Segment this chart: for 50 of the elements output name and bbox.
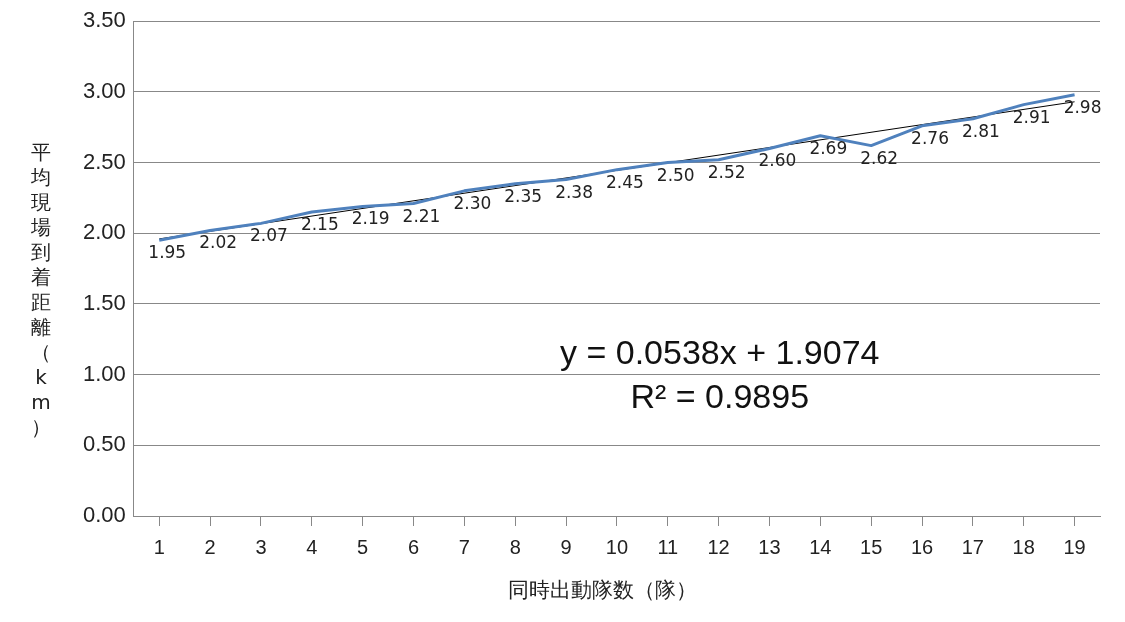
- data-label: 2.60: [758, 150, 797, 171]
- y-tick-label: 1.00: [82, 360, 126, 386]
- data-label: 2.19: [351, 208, 390, 229]
- x-tick-label: 12: [707, 535, 730, 558]
- y-tick-label: 2.50: [82, 148, 126, 174]
- data-label: 2.45: [605, 171, 644, 192]
- x-tick-label: 4: [306, 535, 318, 558]
- data-label: 2.76: [911, 127, 949, 148]
- data-label: 2.50: [656, 164, 695, 185]
- x-tick-label: 9: [560, 535, 572, 558]
- y-tick-label: 1.50: [82, 290, 126, 316]
- y-tick-label: 0.50: [82, 431, 126, 457]
- x-tick-label: 8: [509, 535, 521, 558]
- x-tick-label: 16: [910, 535, 934, 558]
- x-tick-label: 11: [657, 535, 679, 558]
- annotation: y = 0.0538x + 1.9074: [560, 332, 880, 373]
- x-tick-label: 5: [357, 535, 369, 558]
- y-tick-label: 2.00: [82, 219, 126, 245]
- x-tick-label: 17: [961, 535, 984, 558]
- x-tick-label: 3: [255, 535, 267, 558]
- data-label: 2.15: [300, 214, 339, 235]
- data-label: 2.52: [707, 161, 746, 182]
- x-tick-label: 19: [1063, 535, 1086, 558]
- x-tick-label: 2: [204, 535, 216, 558]
- x-tick-label: 18: [1012, 535, 1035, 558]
- data-label: 2.91: [1012, 106, 1051, 127]
- data-label: 2.98: [1063, 96, 1102, 117]
- x-tick-label: 7: [458, 535, 470, 558]
- data-label: 2.35: [504, 185, 543, 206]
- x-tick-label: 1: [153, 535, 165, 558]
- data-label: 2.02: [199, 232, 238, 253]
- data-label: 1.95: [148, 242, 187, 263]
- x-tick-label: 6: [407, 535, 420, 558]
- y-tick-label: 0.00: [82, 502, 126, 528]
- data-label: 2.07: [250, 225, 288, 246]
- x-tick-label: 15: [860, 535, 883, 558]
- x-tick-label: 14: [809, 535, 832, 558]
- data-label: 2.38: [555, 181, 593, 202]
- y-tick-label: 3.50: [82, 7, 126, 33]
- data-label: 2.69: [809, 137, 848, 158]
- x-axis-title: 同時出動隊数（隊）: [507, 577, 698, 604]
- annotation: R² = 0.9895: [629, 376, 811, 417]
- data-label: 2.62: [860, 147, 899, 168]
- data-label: 2.81: [961, 120, 1000, 141]
- y-tick-label: 3.00: [82, 77, 126, 103]
- text: 平均現場到着距離（km）: [31, 140, 51, 439]
- data-label: 2.30: [453, 192, 492, 213]
- data-label: 2.21: [402, 205, 441, 226]
- x-tick-label: 13: [758, 535, 781, 558]
- x-tick-label: 10: [605, 535, 629, 558]
